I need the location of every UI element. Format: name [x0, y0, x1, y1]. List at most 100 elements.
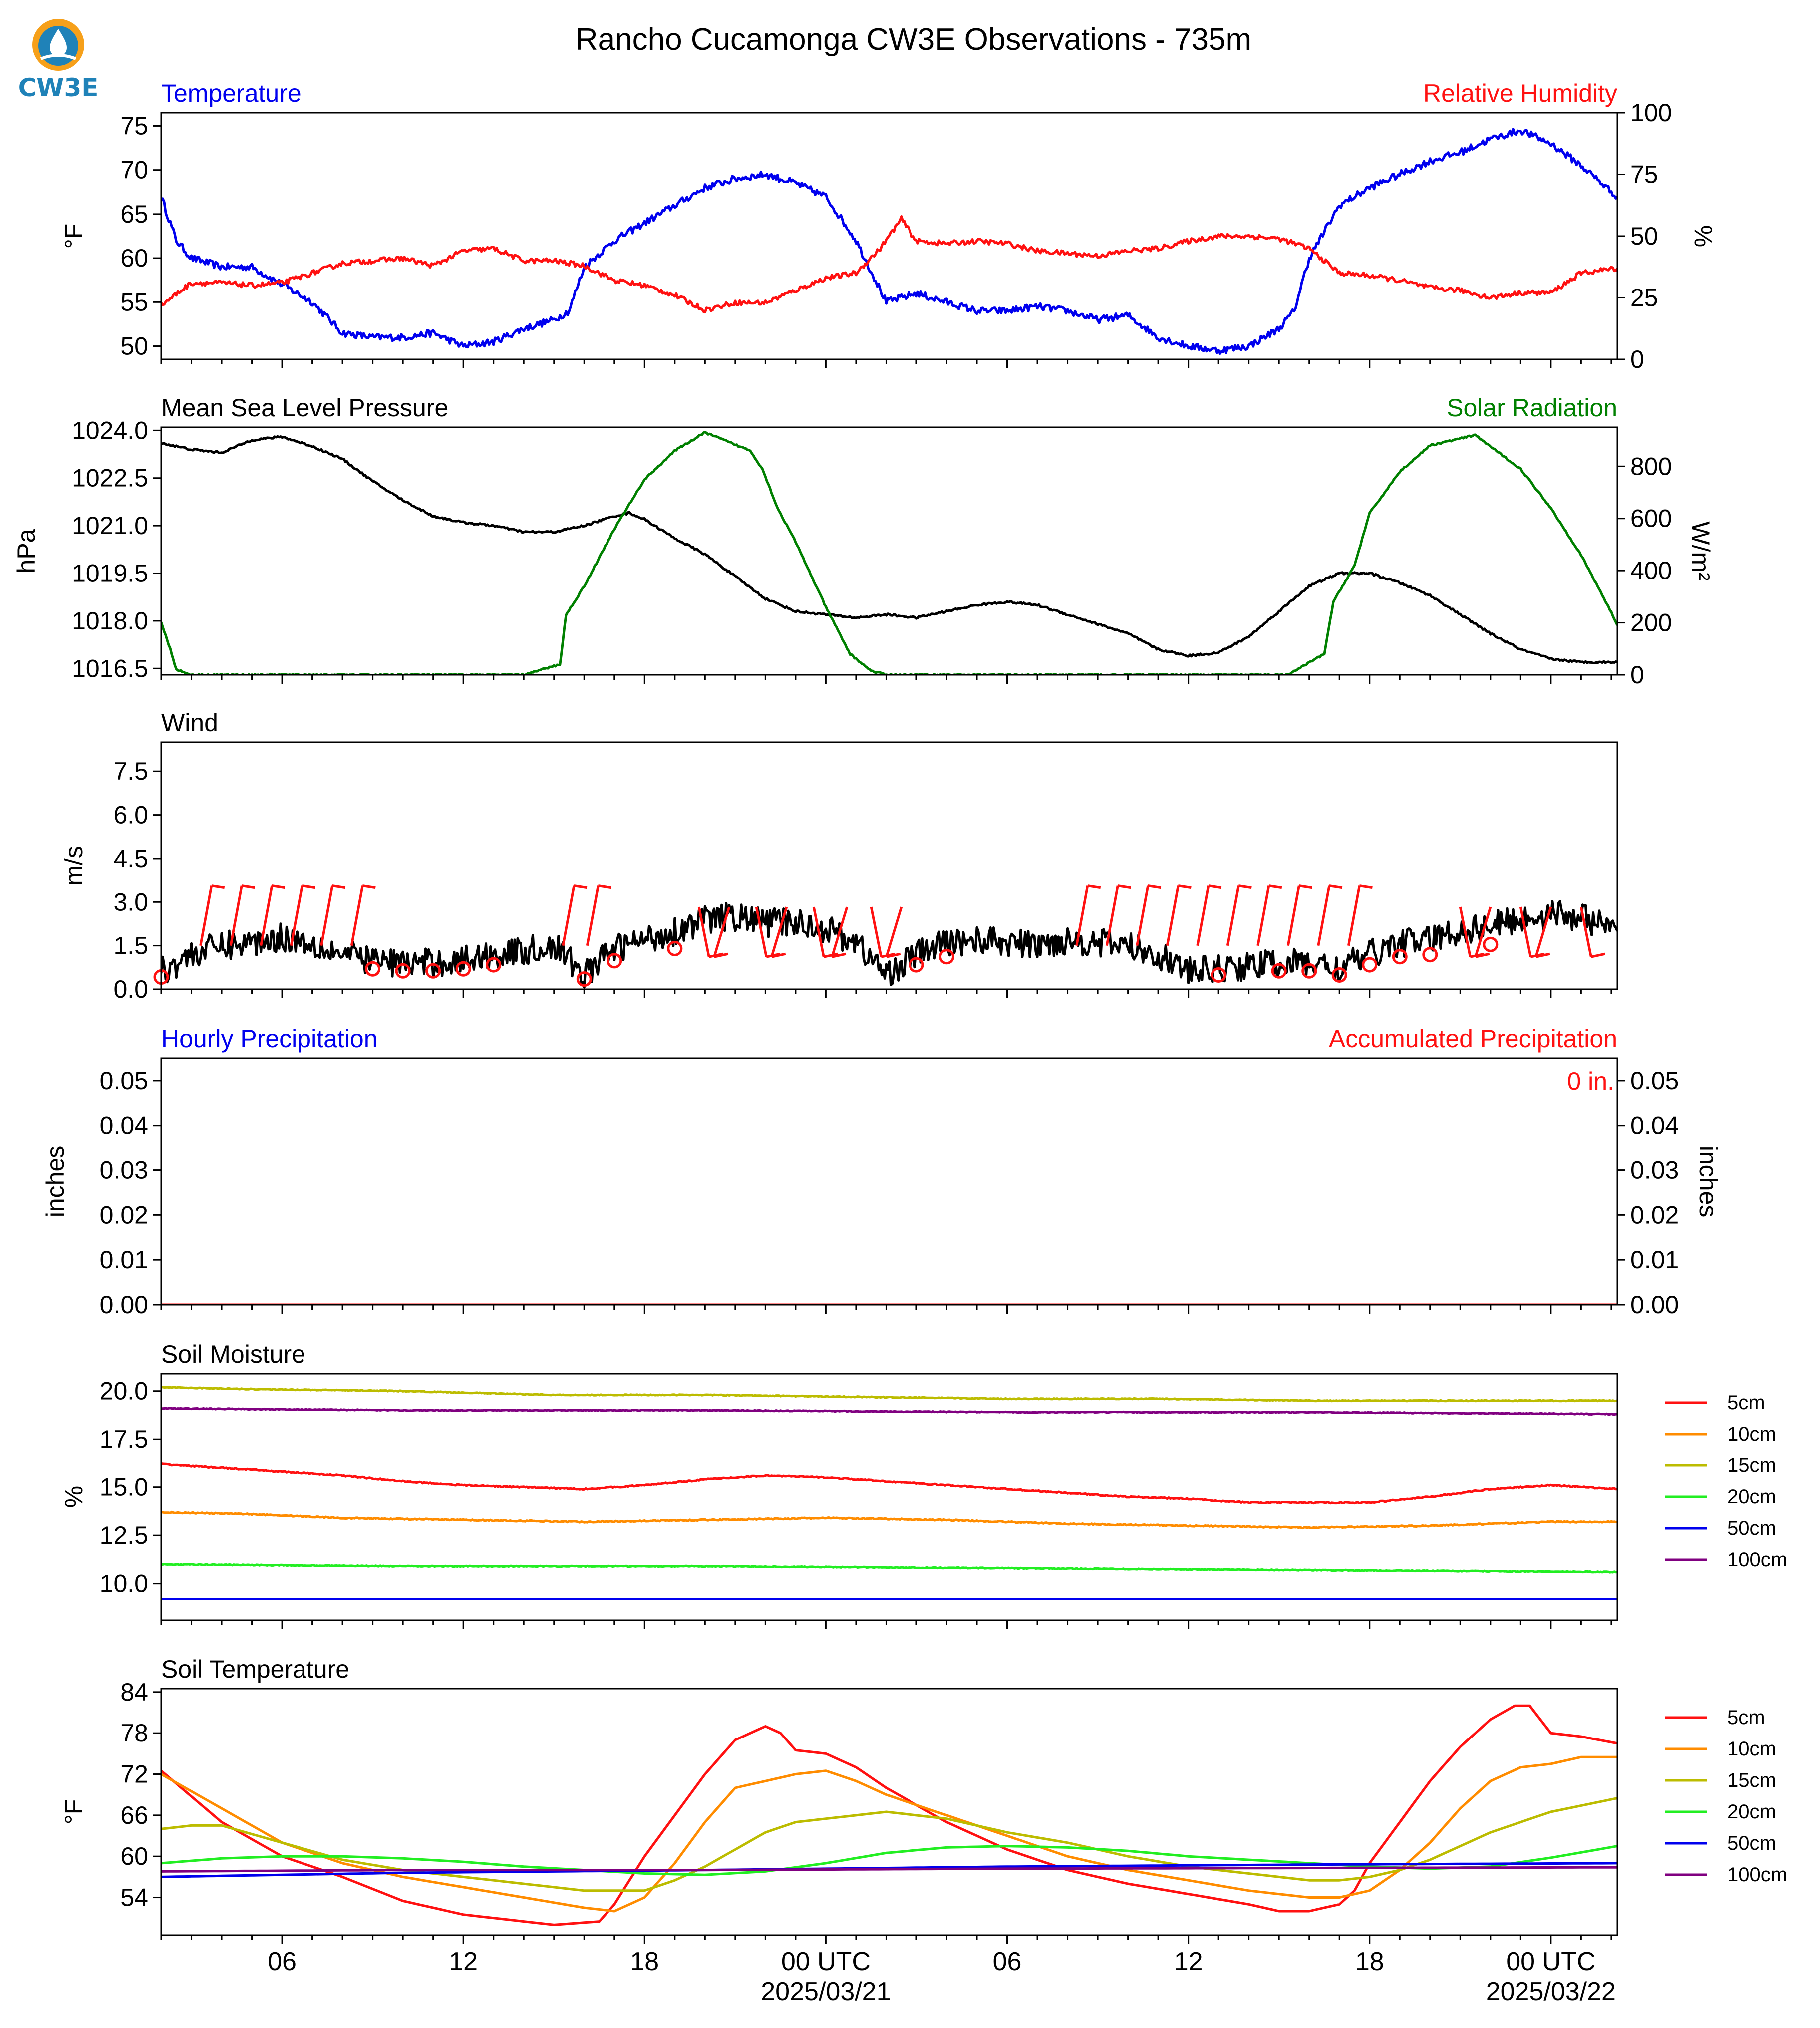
y-tick-label: 66	[120, 1801, 148, 1829]
y2-tick-label: 0	[1630, 661, 1644, 689]
wind-barb-staff	[1136, 885, 1150, 946]
legend-label: 100cm	[1727, 1549, 1787, 1571]
calm-wind-circle	[1483, 936, 1499, 952]
y2-tick-label: 100	[1630, 99, 1672, 127]
wind-barb-flag	[598, 884, 611, 889]
y-tick-label: 3.0	[113, 888, 148, 916]
calm-wind-circle	[1271, 963, 1287, 979]
wind-barb-flag	[362, 884, 376, 889]
x-date-label: 2025/03/22	[1486, 1977, 1616, 2006]
wind-barb-flag	[1329, 884, 1343, 889]
y-axis-label: hPa	[12, 529, 40, 573]
panels: Temperature Relative Humidity 50 55 60 65 70 75…	[12, 79, 1787, 2006]
panel-frame	[160, 1688, 1618, 1936]
y-tick-label: 1022.5	[72, 464, 148, 492]
series-group	[161, 900, 1617, 989]
y2-tick-label: 25	[1630, 284, 1658, 312]
y-tick-label: 17.5	[100, 1425, 148, 1453]
y2-axis-label: W/m²	[1687, 521, 1715, 580]
x-tick-label: 18	[1355, 1947, 1384, 1976]
y-tick-label: 65	[120, 200, 148, 228]
y-tick-label: 84	[120, 1678, 148, 1706]
wind-barb-flag	[832, 952, 847, 958]
y2-tick-label: 0.02	[1630, 1201, 1679, 1229]
series-group	[161, 128, 1617, 355]
wind-barbs	[153, 884, 1605, 987]
y-tick-label: 0.02	[100, 1201, 148, 1229]
series-line-left-0	[161, 900, 1617, 989]
panel-title-right: Solar Radiation	[1447, 394, 1617, 422]
wind-barb-staff	[1226, 885, 1240, 946]
y2-tick-label: 0.00	[1630, 1291, 1679, 1319]
wind-barb-staff	[713, 906, 731, 957]
wind-barb-flag	[1087, 884, 1101, 889]
calm-wind-circle	[1211, 967, 1226, 983]
wind-barb-flag	[1475, 952, 1490, 958]
y-tick-label: 4.5	[113, 845, 148, 872]
legend-label: 10cm	[1727, 1738, 1776, 1760]
legend-label: 20cm	[1727, 1486, 1776, 1508]
x-date-label: 2025/03/21	[761, 1977, 891, 2006]
droplet-icon	[50, 29, 67, 56]
wind-barb-staff	[885, 906, 903, 957]
x-tick-label: 06	[268, 1947, 297, 1976]
wind-barb-staff	[290, 885, 303, 946]
wind-barb-staff	[1534, 906, 1552, 957]
y-tick-label: 75	[120, 112, 148, 140]
y2-tick-label: 0.05	[1630, 1067, 1679, 1095]
wind-barb-flag	[1208, 884, 1222, 889]
panel-title-left: Mean Sea Level Pressure	[161, 394, 448, 422]
cw3e-logo: CW3E	[18, 19, 98, 102]
series-group	[161, 431, 1617, 675]
y-tick-label: 1.5	[113, 932, 148, 960]
y-tick-label: 50	[120, 332, 148, 360]
calm-wind-circle	[395, 963, 411, 979]
y-tick-label: 1021.0	[72, 512, 148, 540]
legend-label: 20cm	[1727, 1801, 1776, 1823]
wind-barb-flag	[241, 884, 255, 889]
legend-label: 50cm	[1727, 1517, 1776, 1539]
panel-frame	[160, 1373, 1618, 1621]
y2-tick-label: 50	[1630, 222, 1658, 250]
panel-frame	[160, 741, 1618, 990]
wind-barb-flag	[714, 952, 729, 958]
wind-barb-staff	[831, 906, 849, 957]
y-tick-label: 55	[120, 288, 148, 316]
y-tick-label: 78	[120, 1719, 148, 1747]
series-group	[161, 1704, 1617, 1926]
series-line-15cm	[161, 1386, 1617, 1403]
wind-barb-staff	[229, 885, 243, 946]
calm-wind-circle	[1362, 957, 1378, 973]
y2-tick-label: 75	[1630, 161, 1658, 189]
x-tick-label: 00 UTC	[781, 1947, 871, 1976]
y-tick-label: 60	[120, 244, 148, 272]
panel-temp-rh: Temperature Relative Humidity 50 55 60 65 70 75…	[60, 79, 1717, 373]
y2-tick-label: 400	[1630, 557, 1672, 584]
y-tick-label: 6.0	[113, 801, 148, 829]
y-tick-label: 10.0	[100, 1570, 148, 1598]
wind-barb-staff	[1519, 906, 1532, 957]
legend-label: 15cm	[1727, 1769, 1776, 1791]
y-tick-label: 0.05	[100, 1067, 148, 1095]
wind-barb-staff	[812, 906, 825, 957]
legend-label: 5cm	[1727, 1707, 1765, 1729]
series-line-10cm	[161, 1755, 1617, 1913]
series-line-100cm	[161, 1407, 1617, 1416]
y-tick-label: 54	[120, 1884, 148, 1912]
wind-barb-flag	[1298, 884, 1312, 889]
x-tick-label: 12	[449, 1947, 478, 1976]
wind-barb-flag	[771, 952, 786, 958]
y-axis-label: m/s	[60, 846, 88, 886]
panel-precip: Hourly Precipitation Accumulated Precipit…	[41, 1025, 1722, 1319]
y2-tick-label: 0.01	[1630, 1246, 1679, 1274]
y-tick-label: 20.0	[100, 1377, 148, 1405]
y2-tick-label: 0.03	[1630, 1157, 1679, 1184]
y-axis-label: °F	[60, 1799, 88, 1825]
wind-barb-flag	[1238, 884, 1252, 889]
legend: 5cm 10cm 15cm 20cm 50cm 100cm	[1665, 1392, 1787, 1571]
y-tick-label: 70	[120, 156, 148, 184]
legend-label: 5cm	[1727, 1392, 1765, 1414]
y2-tick-label: 0.04	[1630, 1112, 1679, 1140]
wind-barb-staff	[350, 885, 364, 946]
